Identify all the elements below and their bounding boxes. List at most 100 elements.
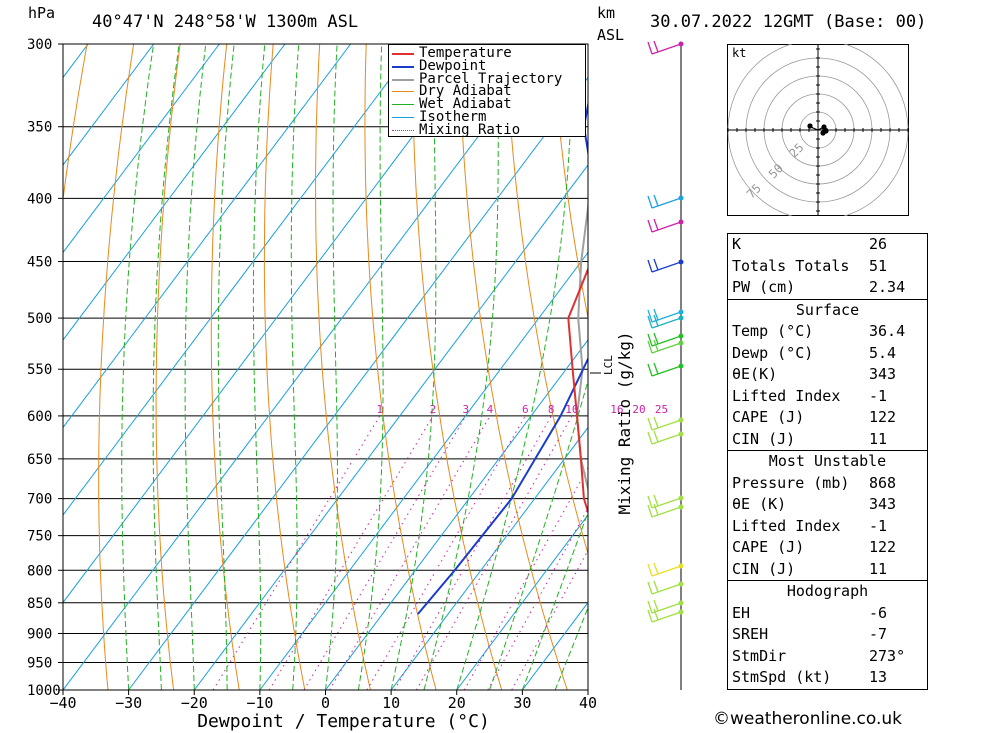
wet-adiabat-line [325,44,338,690]
sreh-row: SREH -7 [732,625,888,643]
dry-adiabat-line [924,44,1000,690]
temperature-tick-label: −30 [115,694,142,712]
wet-adiabat-line [456,44,574,690]
mu-pressure-row: Pressure (mb) 868 [732,473,897,492]
k-index-row: K 26 [732,235,888,253]
x-axis-title: Dewpoint / Temperature (°C) [197,711,490,732]
location-title: 40°47'N 248°58'W 1300m ASL [92,12,359,32]
temperature-tick-label: −10 [246,694,273,712]
pressure-tick-label: 400 [27,191,52,207]
mixing-ratio-line [268,415,434,690]
pressure-tick-label: 350 [27,120,52,136]
temperature-tick-label: −40 [49,694,76,712]
mixing-ratio-label: 4 [487,403,494,416]
wind-barb [647,599,684,614]
legend-item-parcel: Parcel Trajectory [389,72,585,85]
wind-barb [647,362,684,377]
legend-item-wet-adiabat: Wet Adiabat [389,97,585,111]
wet-adiabat-line [217,44,235,690]
pressure-tick-label: 900 [27,626,52,642]
hodograph-unit: kt [732,46,746,60]
isotherm-line [63,44,155,166]
km-unit-label: km [597,4,616,22]
pressure-tick-label: 850 [27,596,52,612]
surface-dewp-row: Dewp (°C) 5.4 [732,343,897,362]
mixing-ratio-label: 1 [376,403,383,416]
mixing-ratio-label: 10 [565,403,578,416]
wet-adiabat-line [290,44,300,690]
copyright-footer[interactable]: ©weatheronline.co.uk [713,709,903,729]
wind-barb [647,580,684,595]
pressure-tick-label: 450 [27,255,52,271]
hodograph-point [807,123,813,129]
legend-item-dry-adiabat: Dry Adiabat [389,85,585,98]
isotherm-line [63,44,286,341]
pressure-tick-label: 950 [27,655,52,671]
mixing-ratio-label: 2 [430,403,437,416]
legend-item-isotherm: Isotherm [389,110,585,124]
pressure-tick-label: 500 [27,311,52,327]
dry-adiabat-line [210,44,240,690]
dry-adiabat-line [412,44,503,690]
wind-barb [647,314,684,329]
wind-barb [647,332,684,347]
surface-cape-row: CAPE (J) 122 [732,408,897,426]
mixing-ratio-line [212,415,381,690]
mixing-ratio-line [303,415,467,690]
isotherm-line [456,514,588,690]
wet-adiabat-line [121,44,155,690]
mu-cin-row: CIN (J) 11 [732,559,888,578]
mixing-ratio-label: 6 [522,403,529,416]
isotherm-line [63,44,483,604]
hodograph-point [821,124,827,130]
dry-adiabat-line [505,44,588,556]
isotherm-line [63,44,352,429]
dewpoint-line [417,100,588,615]
mixing-ratio-label: 20 [632,403,645,416]
mu-cape-row: CAPE (J) 122 [732,538,897,556]
isotherm-line [390,426,588,690]
lcl-label: LCL [602,355,615,375]
hodograph-section: Hodograph EH -6 SREH -7 StmDir 273° StmSpd … [728,580,927,689]
legend-item-dewpoint: Dewpoint [389,59,585,73]
datetime-title: 30.07.2022 12GMT (Base: 00) [650,12,927,32]
wind-barb [647,503,684,518]
dry-adiabat-line [98,44,135,690]
mixing-ratio-line [394,415,552,690]
temperature-tick-label: 30 [513,694,531,712]
wind-barb [647,608,684,623]
isotherm-line [259,251,588,690]
most-unstable-section: Most Unstable Pressure (mb) 868 θE (K) 343… [728,450,927,580]
totals-totals-row: Totals Totals 51 [732,256,888,275]
wet-adiabat-line [252,44,266,690]
pressure-tick-label: 550 [27,362,52,378]
surface-temp-row: Temp (°C) 36.4 [732,322,906,340]
dry-adiabat-line [263,44,306,690]
hodograph: kt 25 50 75 [727,44,909,216]
isotherm-line [193,164,588,690]
wind-barb [647,430,684,445]
wind-barb [647,494,684,509]
pressure-tick-label: 750 [27,529,52,545]
isotherm-line [63,44,220,254]
mixing-ratio-label: 25 [655,403,668,416]
mixing-ratio-label: 3 [462,403,469,416]
hodograph-title: Hodograph [786,582,869,600]
pressure-tick-label: 600 [27,409,52,425]
wet-adiabat-line [390,44,437,690]
mixing-ratio-label: 8 [548,403,555,416]
storm-direction-row: StmDir 273° [732,646,906,665]
mixing-ratio-label: 16 [610,403,623,416]
isotherm-line [128,76,588,690]
legend: Temperature Dewpoint Parcel Trajectory D… [388,44,586,137]
surface-theta-row: θE(K) 343 [732,365,897,383]
plot-frame [62,43,589,691]
wind-barb [647,562,684,577]
pressure-tick-label: 1000 [27,683,61,699]
mu-theta-row: θE (K) 343 [732,495,897,513]
wet-adiabat-line [423,44,499,690]
wet-adiabat-line [489,378,588,690]
surface-lifted-index-row: Lifted Index -1 [732,386,888,405]
mixing-ratio-line [511,549,588,690]
